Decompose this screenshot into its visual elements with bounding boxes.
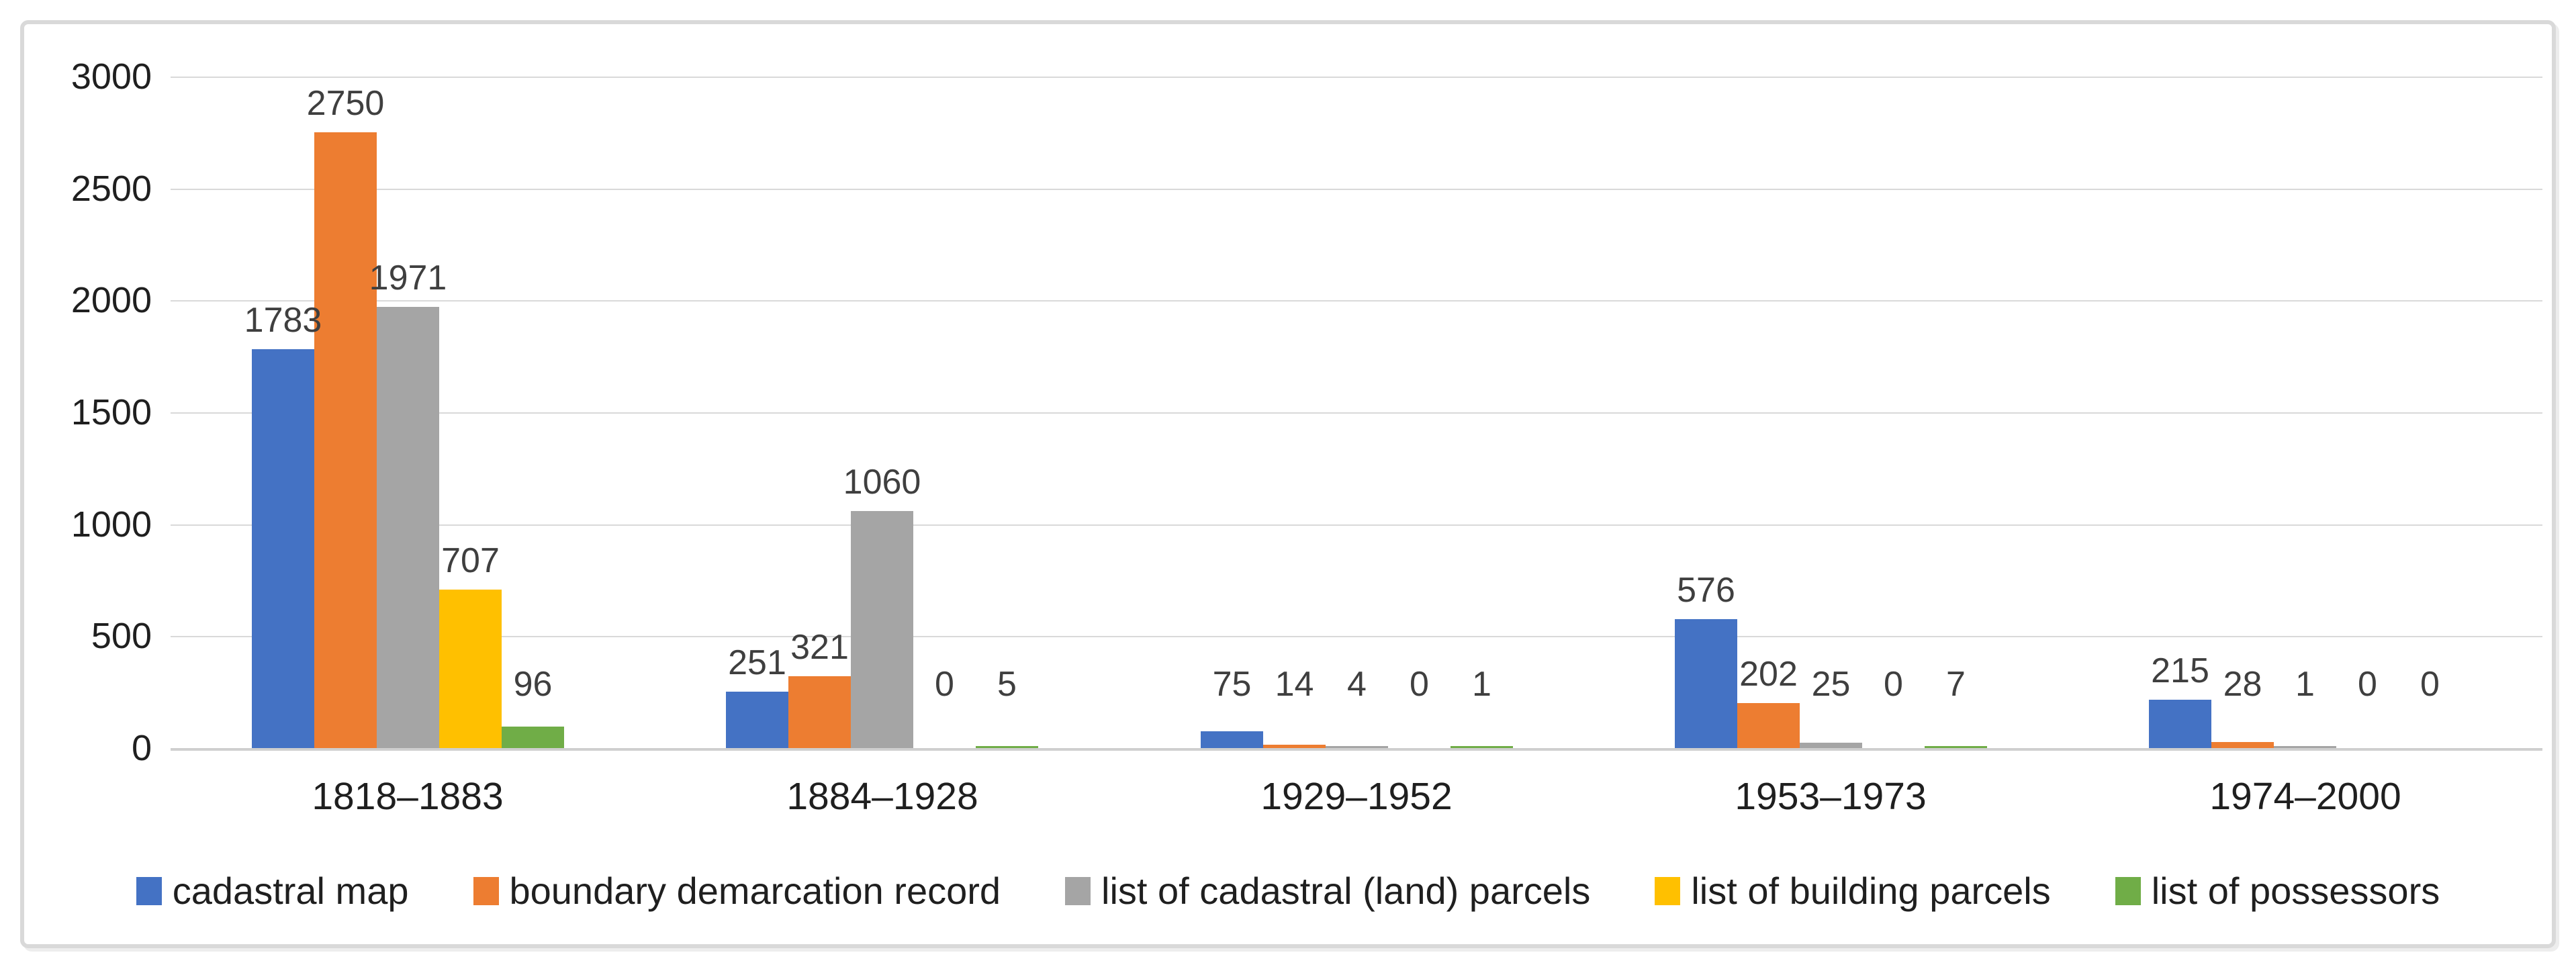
value-label-list-of-building-parcels-1974-2000: 0 [2358,665,2377,704]
legend-swatch-list-of-cadastral-land-parcels [1065,877,1091,905]
bar-cadastral-map-1929-1952 [1201,731,1263,748]
bar-boundary-demarcation-record-1929-1952 [1263,745,1326,748]
value-label-list-of-possessors-1929-1952: 1 [1472,665,1491,704]
chart-legend: cadastral map boundary demarcation record… [24,867,2552,915]
value-label-list-of-possessors-1953-1973: 7 [1946,665,1966,704]
value-label-list-of-cadastral-land-parcels-1884-1928: 1060 [843,463,921,502]
legend-label-list-of-building-parcels: list of building parcels [1691,870,2051,912]
gridline-1500 [171,412,2542,414]
legend-label-cadastral-map: cadastral map [172,870,409,912]
legend-item-cadastral-map: cadastral map [136,870,409,913]
category-label-1929-1952: 1929–1952 [1260,775,1453,818]
value-label-boundary-demarcation-record-1818-1883: 2750 [306,84,385,123]
y-tick-label-1500: 1500 [71,392,152,432]
bar-boundary-demarcation-record-1953-1973 [1737,703,1800,748]
y-tick-label-500: 500 [91,616,152,656]
bar-list-of-possessors-1884-1928 [976,746,1038,748]
legend-swatch-list-of-building-parcels [1655,877,1681,905]
gridline-2500 [171,189,2542,190]
bar-cadastral-map-1974-2000 [2149,700,2211,748]
value-label-list-of-cadastral-land-parcels-1818-1883: 1971 [369,259,447,297]
legend-label-boundary-demarcation-record: boundary demarcation record [509,870,1001,912]
category-label-1974-2000: 1974–2000 [2209,775,2401,818]
bar-cadastral-map-1884-1928 [726,692,788,748]
bar-list-of-possessors-1818-1883 [502,727,564,748]
value-label-list-of-possessors-1974-2000: 0 [2420,665,2440,704]
bar-chart-frame: 0 500 1000 1500 2000 2500 3000 1783 2750 1971 707… [20,20,2556,948]
legend-item-list-of-possessors: list of possessors [2115,870,2440,913]
value-label-cadastral-map-1884-1928: 251 [728,643,786,682]
category-label-1884-1928: 1884–1928 [786,775,978,818]
bar-list-of-cadastral-land-parcels-1929-1952 [1326,746,1388,748]
value-label-list-of-cadastral-land-parcels-1929-1952: 4 [1347,665,1367,704]
legend-item-boundary-demarcation-record: boundary demarcation record [473,870,1001,913]
y-tick-label-2500: 2500 [71,169,152,209]
gridline-2000 [171,300,2542,302]
gridline-500 [171,636,2542,637]
legend-item-list-of-cadastral-land-parcels: list of cadastral (land) parcels [1065,870,1590,913]
bar-list-of-building-parcels-1818-1883 [439,590,502,748]
bar-list-of-cadastral-land-parcels-1953-1973 [1800,743,1862,748]
value-label-list-of-building-parcels-1953-1973: 0 [1884,665,1903,704]
category-label-1953-1973: 1953–1973 [1735,775,1927,818]
category-label-1818-1883: 1818–1883 [312,775,504,818]
value-label-list-of-building-parcels-1884-1928: 0 [935,665,954,704]
y-tick-label-3000: 3000 [71,56,152,97]
value-label-list-of-building-parcels-1818-1883: 707 [441,541,500,580]
gridline-1000 [171,524,2542,526]
value-label-list-of-cadastral-land-parcels-1974-2000: 1 [2295,665,2315,704]
value-label-boundary-demarcation-record-1929-1952: 14 [1275,665,1314,704]
value-label-cadastral-map-1818-1883: 1783 [244,301,322,340]
bar-list-of-possessors-1929-1952 [1451,746,1513,748]
bar-list-of-cadastral-land-parcels-1884-1928 [851,511,913,748]
legend-label-list-of-possessors: list of possessors [2151,870,2440,912]
legend-swatch-boundary-demarcation-record [473,877,499,905]
value-label-cadastral-map-1974-2000: 215 [2151,651,2209,690]
legend-item-list-of-building-parcels: list of building parcels [1655,870,2051,913]
value-label-cadastral-map-1929-1952: 75 [1212,665,1252,704]
y-tick-label-2000: 2000 [71,280,152,320]
gridline-3000 [171,77,2542,78]
value-label-cadastral-map-1953-1973: 576 [1677,571,1735,610]
value-label-boundary-demarcation-record-1953-1973: 202 [1739,655,1798,694]
legend-swatch-cadastral-map [136,877,162,905]
legend-label-list-of-cadastral-land-parcels: list of cadastral (land) parcels [1101,870,1591,912]
value-label-list-of-possessors-1884-1928: 5 [997,665,1017,704]
y-tick-label-1000: 1000 [71,504,152,545]
bar-boundary-demarcation-record-1974-2000 [2211,742,2274,748]
bar-list-of-possessors-1953-1973 [1925,746,1987,748]
bar-list-of-cadastral-land-parcels-1818-1883 [377,307,439,748]
bar-cadastral-map-1818-1883 [252,349,314,748]
bar-boundary-demarcation-record-1818-1883 [314,132,377,748]
bar-cadastral-map-1953-1973 [1675,619,1737,748]
value-label-boundary-demarcation-record-1974-2000: 28 [2223,665,2262,704]
value-label-list-of-cadastral-land-parcels-1953-1973: 25 [1811,665,1851,704]
value-label-list-of-building-parcels-1929-1952: 0 [1410,665,1429,704]
legend-swatch-list-of-possessors [2115,877,2141,905]
bar-boundary-demarcation-record-1884-1928 [788,676,851,748]
value-label-boundary-demarcation-record-1884-1928: 321 [790,628,849,667]
value-label-list-of-possessors-1818-1883: 96 [513,665,553,704]
y-tick-label-0: 0 [131,728,152,768]
x-axis-line [171,748,2542,751]
bar-list-of-cadastral-land-parcels-1974-2000 [2274,746,2336,748]
